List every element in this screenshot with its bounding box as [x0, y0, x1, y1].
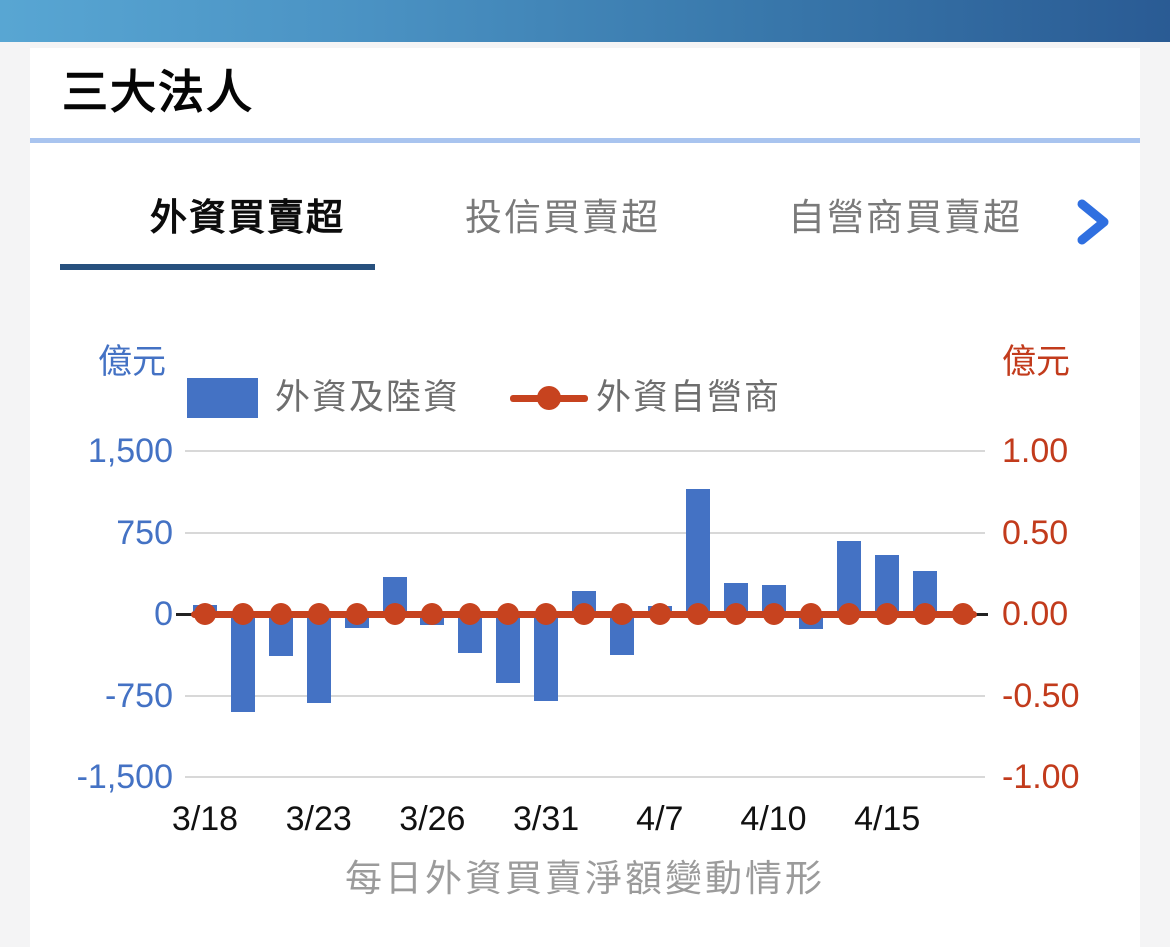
line-data-point[interactable]	[535, 603, 558, 625]
line-data-point[interactable]	[459, 603, 482, 625]
x-axis-tick-label: 3/31	[513, 800, 580, 838]
x-axis-tick-label: 3/26	[399, 800, 466, 838]
right-axis-tick-label: 1.00	[1002, 432, 1069, 470]
right-axis-tick-label: -0.50	[1002, 676, 1080, 715]
line-data-point[interactable]	[231, 603, 254, 625]
left-axis-tick-label: 1,500	[87, 432, 173, 470]
line-data-point[interactable]	[686, 603, 709, 625]
left-axis-tick-label: 0	[154, 595, 173, 633]
bar[interactable]	[230, 614, 255, 712]
right-axis-unit-label: 億元	[1002, 343, 1070, 381]
top-gradient-bar	[0, 0, 1170, 42]
active-tab-underline	[60, 264, 375, 270]
x-axis-tick-label: 4/10	[740, 800, 807, 838]
bar[interactable]	[306, 614, 331, 704]
tab-bar: 外資買賣超 投信買賣超 自營商買賣超	[30, 188, 1140, 248]
gridline	[185, 450, 985, 452]
x-axis-tick-label: 4/7	[636, 800, 684, 838]
bar-series-label: 外資及陸資	[275, 378, 461, 417]
gridline	[185, 776, 985, 778]
line-data-point[interactable]	[800, 603, 823, 625]
line-data-point[interactable]	[573, 603, 595, 625]
left-axis-tick-label: -1,500	[76, 758, 173, 796]
tab-foreign-net[interactable]: 外資買賣超	[150, 197, 345, 238]
line-data-point[interactable]	[269, 603, 292, 625]
left-axis-tick-label: -750	[104, 676, 173, 715]
line-data-point[interactable]	[648, 603, 671, 625]
tab-dealer-net[interactable]: 自營商買賣超	[788, 197, 1022, 238]
right-axis-tick-label: 0.00	[1002, 595, 1069, 633]
right-axis-tick-label: 0.50	[1002, 513, 1069, 552]
chart-legend: 外資及陸資 外資自營商	[30, 376, 1140, 420]
bar[interactable]	[685, 489, 710, 614]
line-series-marker-icon	[510, 376, 588, 420]
bar[interactable]	[534, 614, 559, 701]
bar-series-swatch-icon	[187, 378, 258, 418]
left-axis-unit-label: 億元	[98, 343, 166, 381]
chart-caption: 每日外資買賣淨額變動情形	[345, 858, 825, 899]
line-series-label: 外資自營商	[596, 378, 782, 417]
line-data-point[interactable]	[838, 603, 861, 625]
line-data-point[interactable]	[876, 603, 899, 625]
line-data-point[interactable]	[497, 603, 520, 625]
left-axis-tick-label: 750	[116, 513, 173, 552]
title-divider	[30, 138, 1140, 143]
content-card: 三大法人 外資買賣超 投信買賣超 自營商買賣超 億元 億元 外資及陸資 外資自營…	[30, 48, 1140, 947]
line-data-point[interactable]	[762, 603, 785, 625]
chevron-right-icon[interactable]	[1072, 196, 1116, 248]
line-data-point[interactable]	[345, 603, 368, 625]
line-data-point[interactable]	[610, 603, 633, 625]
right-axis-tick-label: -1.00	[1002, 758, 1080, 796]
line-data-point[interactable]	[307, 603, 330, 625]
line-data-point[interactable]	[421, 603, 444, 625]
gridline	[185, 531, 985, 534]
line-data-point[interactable]	[952, 603, 974, 625]
line-data-point[interactable]	[194, 603, 216, 625]
line-data-point[interactable]	[383, 603, 406, 625]
x-axis-tick-label: 3/18	[171, 800, 239, 838]
x-axis-tick-label: 4/15	[854, 800, 921, 838]
tab-invest-trust-net[interactable]: 投信買賣超	[465, 197, 660, 238]
chart: 億元 億元 外資及陸資 外資自營商 每日外資買賣淨額變動情形 1,500 750 0…	[30, 48, 1140, 947]
line-data-point[interactable]	[914, 603, 937, 625]
line-data-point[interactable]	[724, 603, 747, 625]
gridline	[185, 694, 985, 697]
bar[interactable]	[837, 541, 862, 614]
bar[interactable]	[496, 614, 521, 683]
x-axis-tick-label: 3/23	[285, 800, 352, 838]
page-title: 三大法人	[62, 66, 254, 118]
